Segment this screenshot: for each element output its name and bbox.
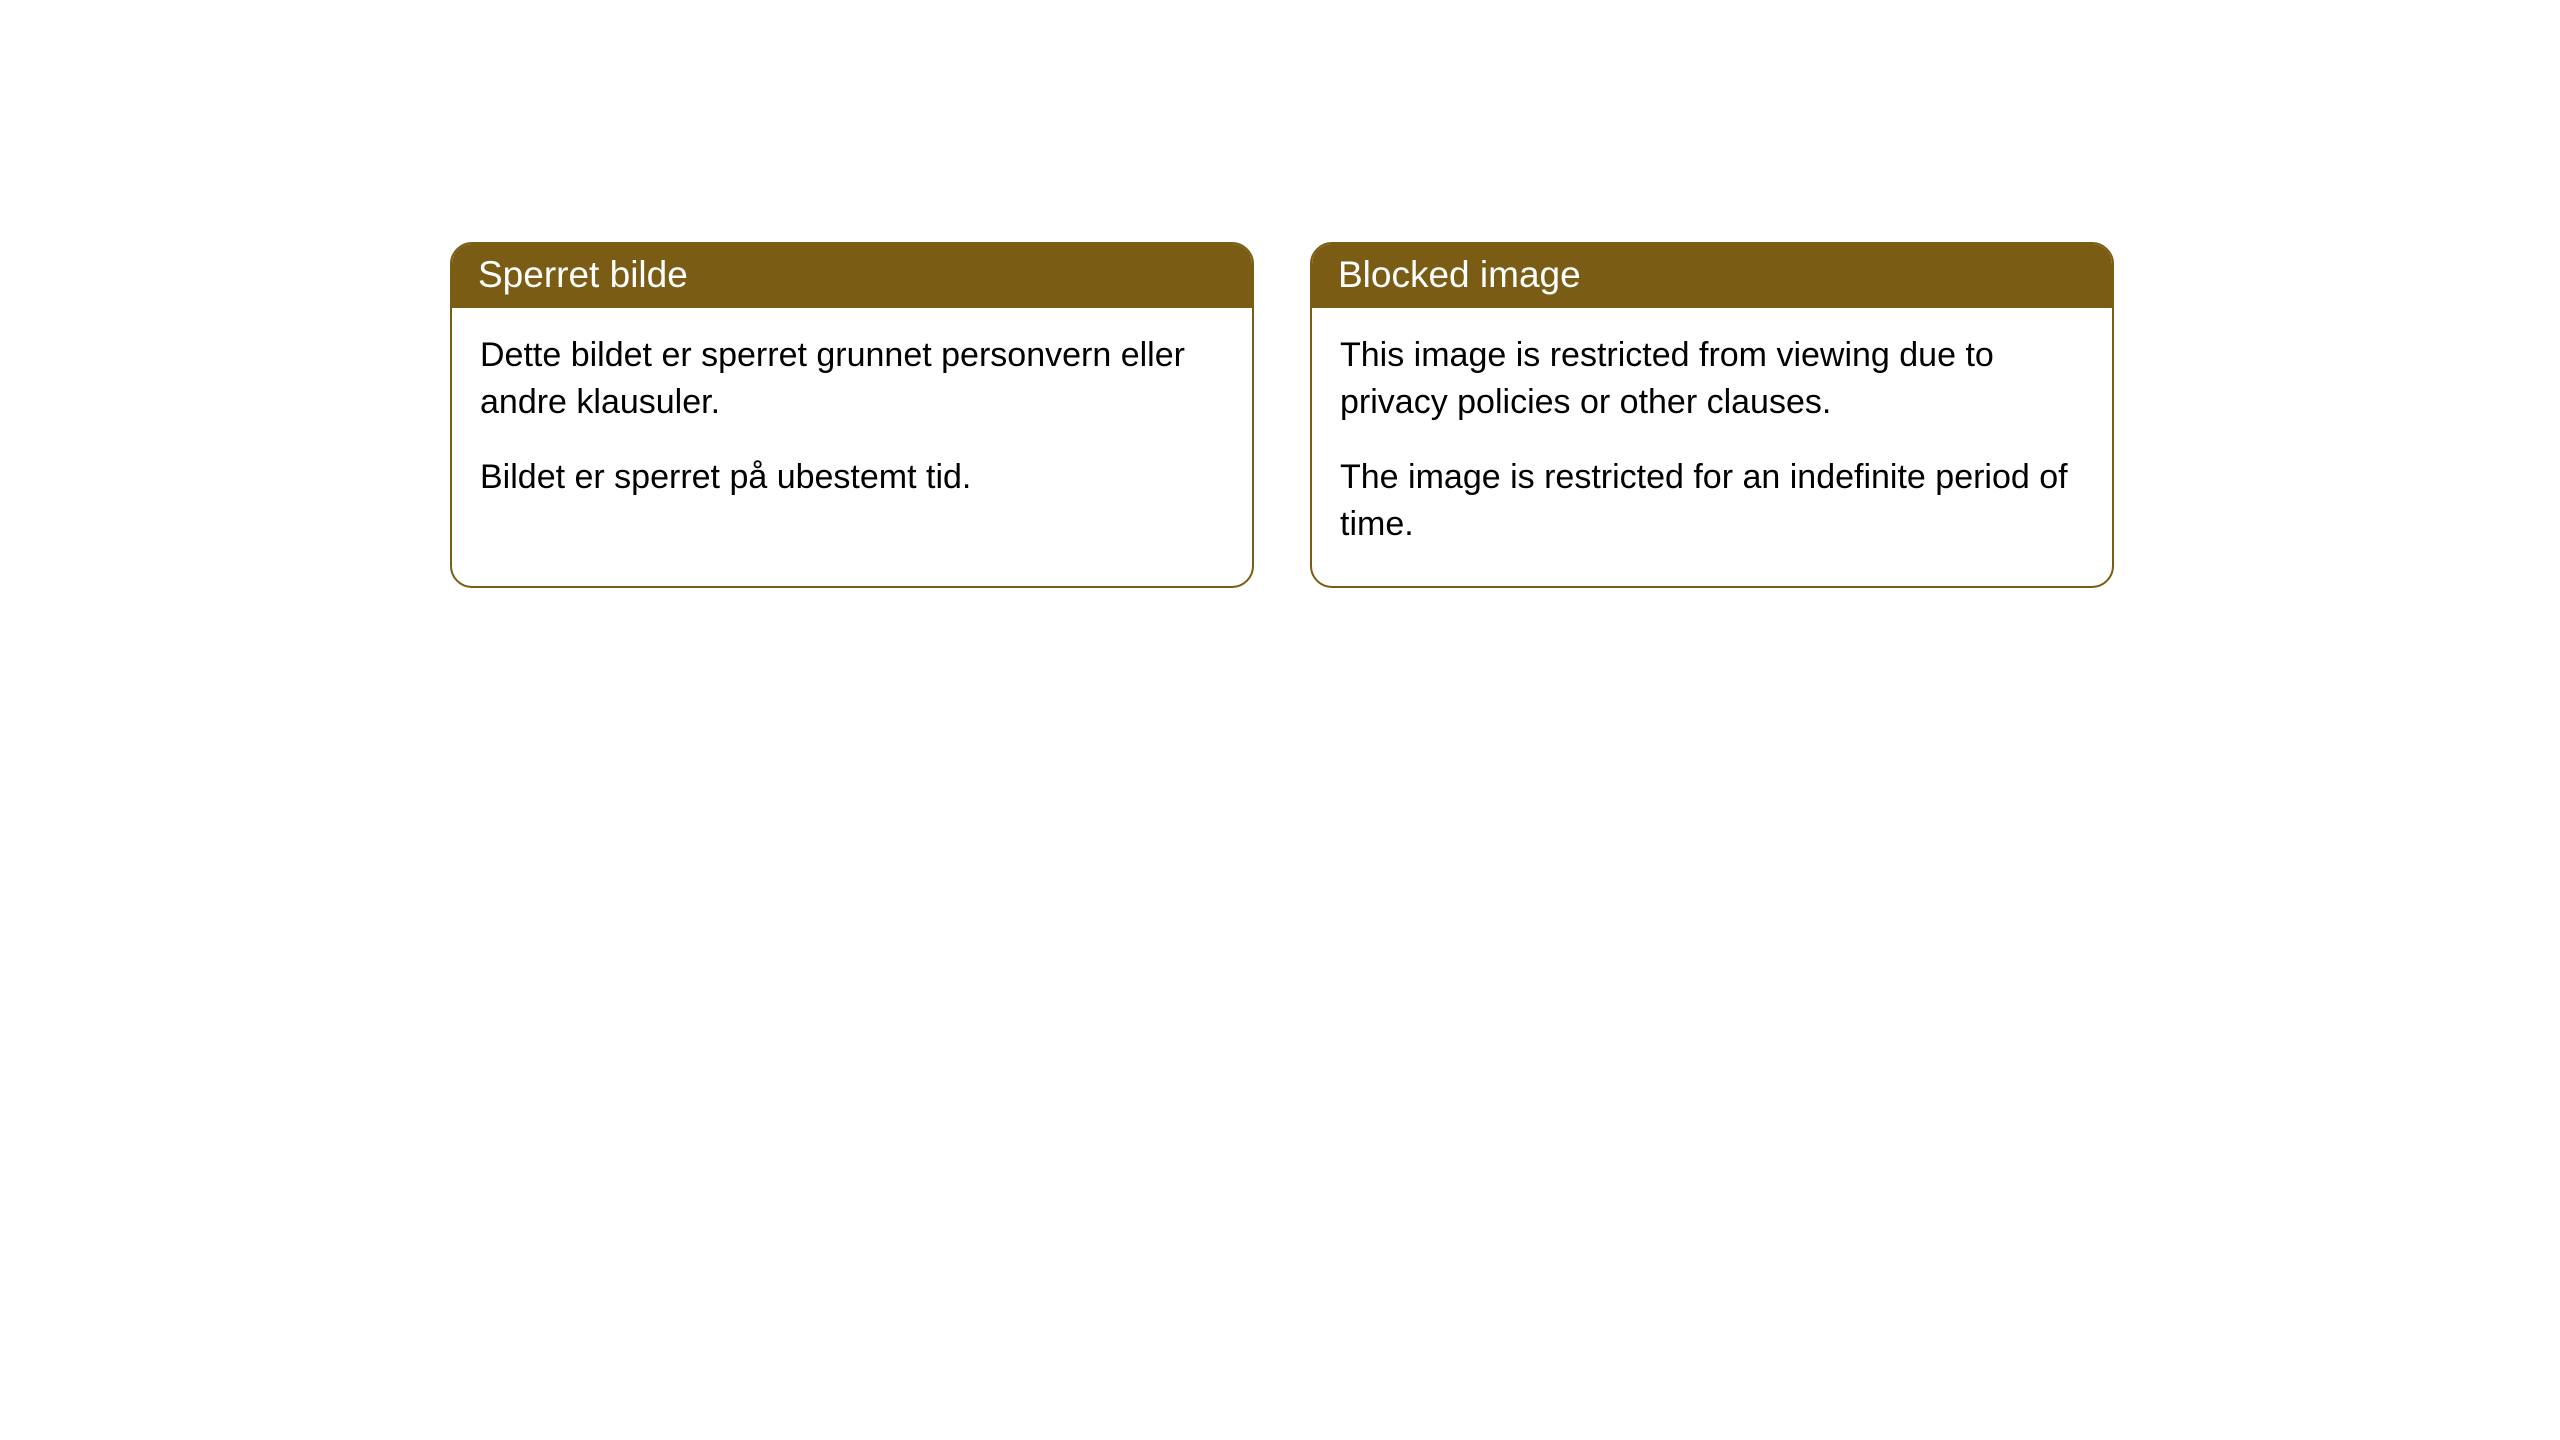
notice-body: Dette bildet er sperret grunnet personve…	[452, 308, 1252, 539]
notice-card-english: Blocked image This image is restricted f…	[1310, 242, 2114, 588]
notice-paragraph: Bildet er sperret på ubestemt tid.	[480, 454, 1224, 501]
notice-paragraph: This image is restricted from viewing du…	[1340, 332, 2084, 426]
notice-paragraph: The image is restricted for an indefinit…	[1340, 454, 2084, 548]
notice-header: Blocked image	[1312, 244, 2112, 308]
notice-container: Sperret bilde Dette bildet er sperret gr…	[0, 0, 2560, 588]
notice-card-norwegian: Sperret bilde Dette bildet er sperret gr…	[450, 242, 1254, 588]
notice-paragraph: Dette bildet er sperret grunnet personve…	[480, 332, 1224, 426]
notice-body: This image is restricted from viewing du…	[1312, 308, 2112, 586]
notice-header: Sperret bilde	[452, 244, 1252, 308]
